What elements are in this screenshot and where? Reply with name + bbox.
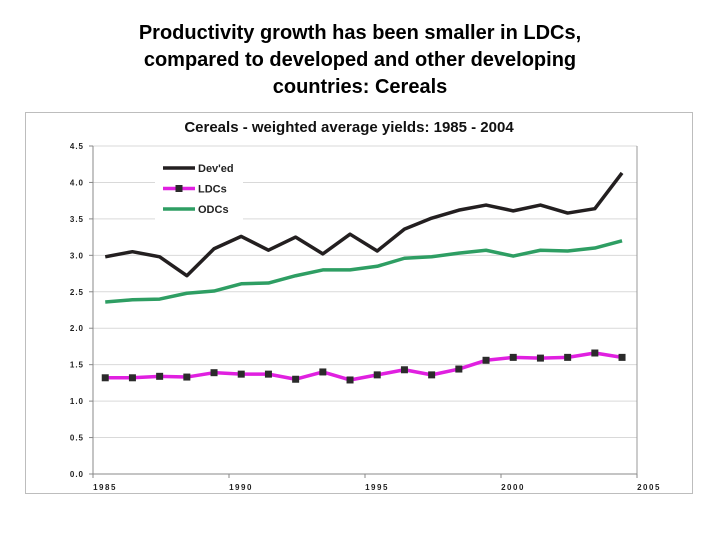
legend-label: LDCs [198, 184, 227, 196]
y-tick-label: 1.0 [70, 397, 84, 406]
y-tick-label: 4.0 [70, 178, 84, 187]
legend-marker [175, 185, 183, 192]
data-point-marker [509, 353, 517, 361]
y-tick-label: 3.5 [70, 215, 84, 224]
chart-frame [25, 112, 693, 494]
y-tick-label: 2.5 [70, 288, 84, 297]
data-point-marker [183, 373, 191, 381]
y-tick-label: 2.0 [70, 324, 84, 333]
slide-title-line: compared to developed and other developi… [143, 49, 577, 71]
data-point-marker [536, 354, 544, 362]
data-point-marker [101, 374, 109, 382]
y-tick-label: 1.5 [70, 361, 84, 370]
data-point-marker [564, 353, 572, 361]
data-point-marker [237, 370, 245, 378]
data-point-marker [210, 369, 218, 377]
data-point-marker [319, 368, 327, 376]
y-tick-label: 3.0 [70, 251, 84, 260]
data-point-marker [400, 366, 408, 374]
series-line-deved [104, 171, 624, 278]
slide-title-line: countries: Cereals [272, 76, 448, 98]
data-point-marker [264, 370, 272, 378]
data-point-marker [128, 374, 136, 382]
x-tick-label: 2000 [501, 483, 525, 492]
data-point-marker [455, 365, 463, 373]
series-line-odcs [105, 239, 623, 304]
data-point-marker [428, 371, 436, 379]
data-point-marker [373, 371, 381, 379]
chart-title: Cereals - weighted average yields: 1985 … [184, 119, 514, 136]
data-point-marker [156, 372, 164, 380]
series-line-ldcs [105, 351, 623, 382]
y-tick-label: 0.0 [70, 470, 84, 479]
x-tick-label: 1985 [93, 483, 117, 492]
data-point-marker [482, 356, 490, 364]
y-tick-label: 4.5 [70, 142, 84, 151]
slide-title-line: Productivity growth has been smaller in … [138, 22, 582, 44]
slide-title: Productivity growth has been smaller in … [0, 20, 720, 101]
x-tick-label: 2005 [637, 483, 661, 492]
data-point-marker [618, 353, 626, 361]
legend-label: Dev'ed [198, 163, 234, 175]
legend-label: ODCs [198, 204, 229, 216]
data-point-marker [591, 349, 599, 357]
data-point-marker [346, 376, 354, 384]
x-tick-label: 1995 [365, 483, 389, 492]
y-tick-label: 0.5 [70, 434, 84, 443]
data-point-marker [292, 375, 300, 383]
x-tick-label: 1990 [229, 483, 253, 492]
